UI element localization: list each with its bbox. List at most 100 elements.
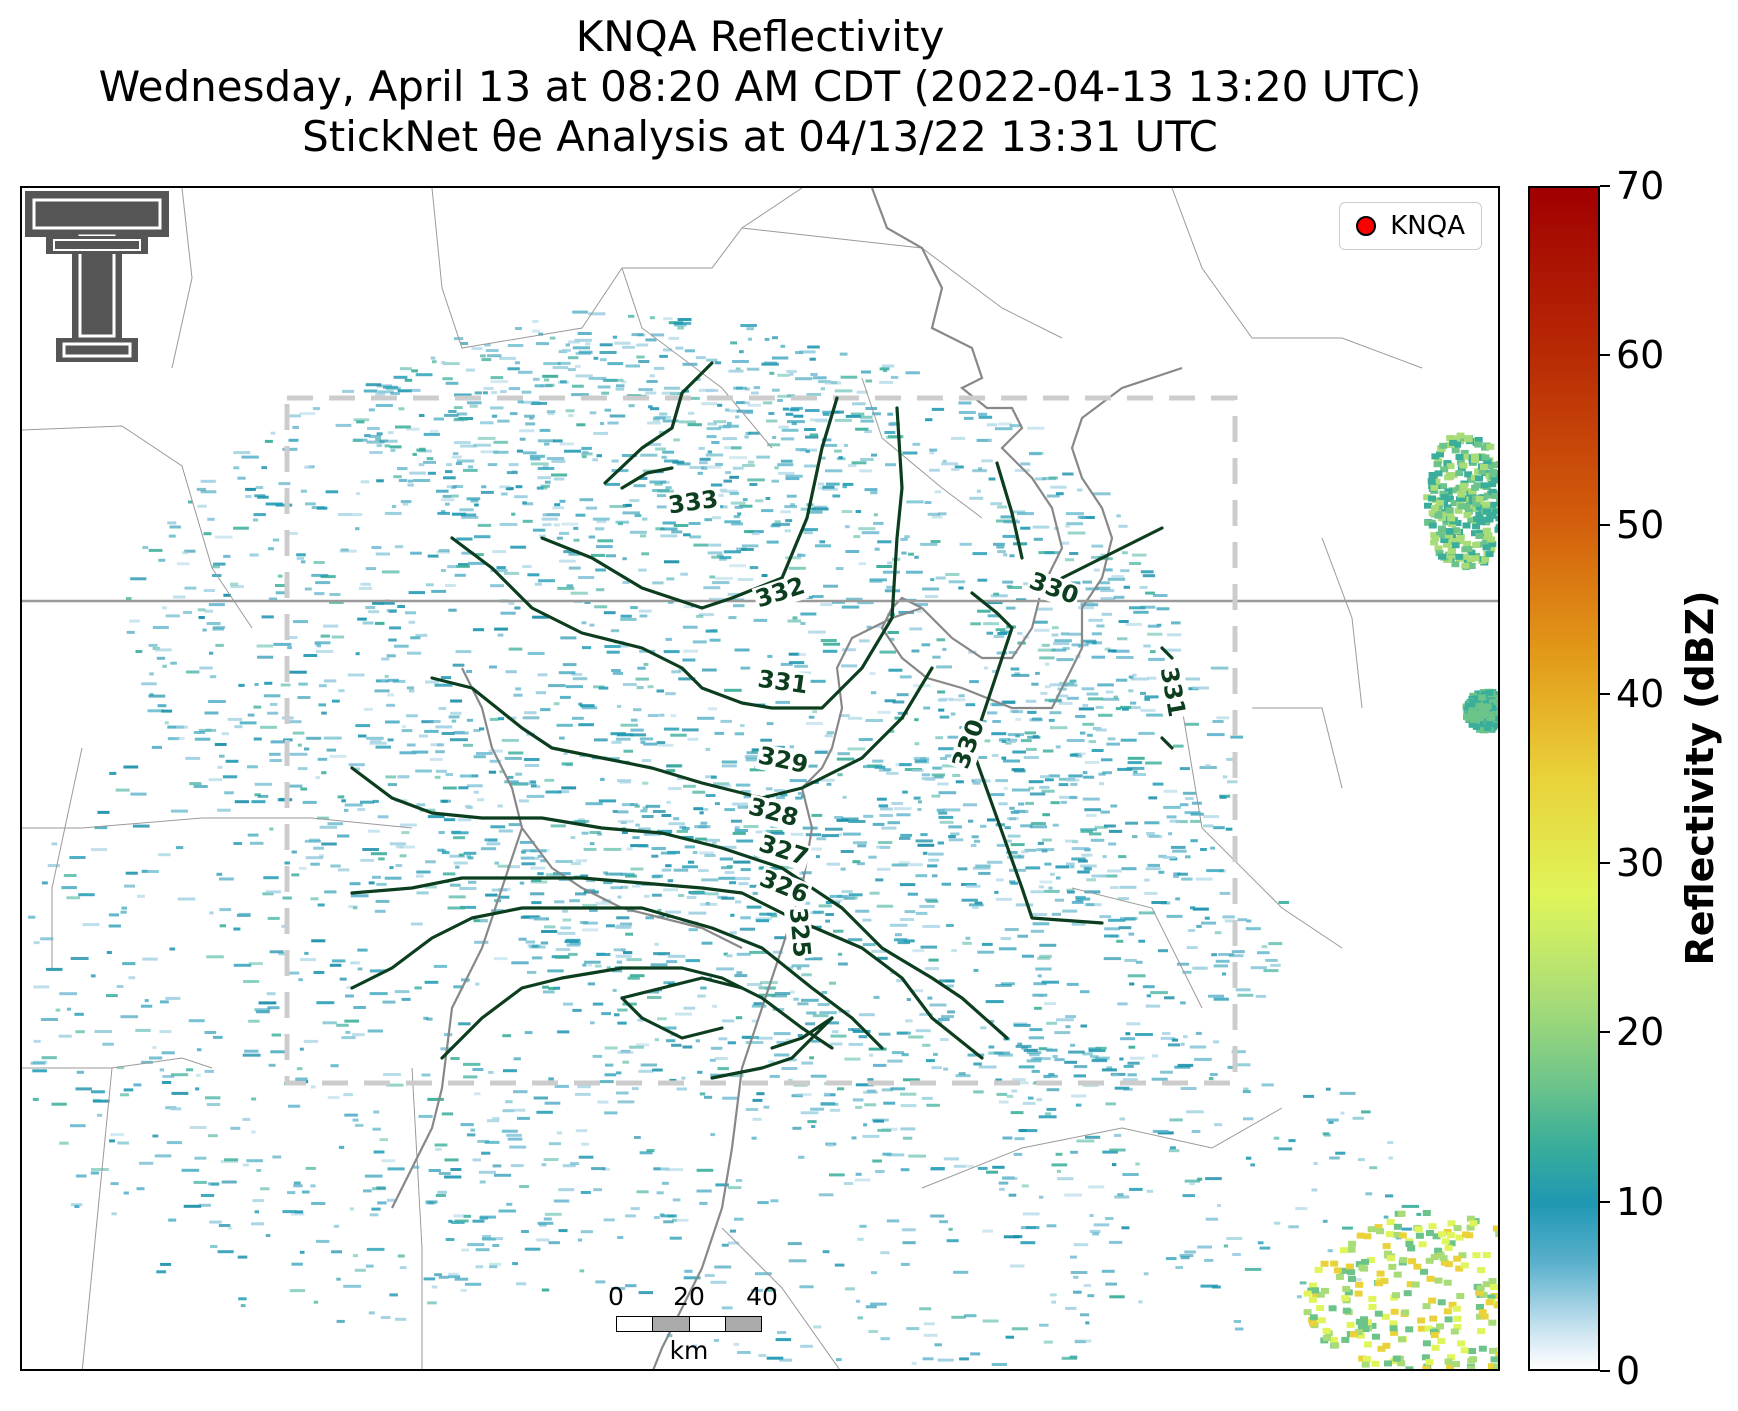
reflectivity-pixel [823, 584, 838, 588]
reflectivity-pixel [1065, 524, 1070, 528]
reflectivity-pixel [1002, 580, 1014, 584]
reflectivity-pixel [120, 910, 127, 914]
reflectivity-pixel [1035, 967, 1052, 971]
reflectivity-pixel [161, 1051, 175, 1055]
reflectivity-pixel [986, 631, 993, 635]
reflectivity-pixel [724, 688, 742, 692]
reflectivity-pixel [263, 876, 279, 880]
reflectivity-pixel [408, 620, 416, 624]
reflectivity-pixel [1108, 829, 1123, 833]
reflectivity-pixel [367, 427, 380, 430]
reflectivity-pixel [254, 1210, 259, 1214]
reflectivity-pixel [801, 871, 812, 875]
reflectivity-pixel [90, 848, 107, 852]
reflectivity-pixel [611, 969, 623, 973]
reflectivity-pixel [734, 505, 743, 509]
reflectivity-pixel [801, 973, 812, 977]
reflectivity-pixel [244, 1049, 259, 1053]
reflectivity-pixel [847, 464, 857, 468]
reflectivity-pixel [640, 534, 647, 538]
reflectivity-pixel [1070, 1271, 1088, 1274]
radar-map[interactable]: 333 332 331 330 330 331 329 328 327 326 325 KNQA 0… [20, 186, 1500, 1371]
reflectivity-pixel [204, 609, 213, 613]
reflectivity-pixel [710, 483, 723, 487]
reflectivity-pixel [544, 1101, 561, 1105]
reflectivity-pixel [509, 412, 518, 416]
county-line [51, 747, 83, 968]
reflectivity-pixel [767, 443, 781, 447]
reflectivity-pixel [847, 716, 863, 720]
reflectivity-pixel [423, 432, 440, 436]
reflectivity-pixel [1117, 1193, 1124, 1197]
reflectivity-pixel [734, 732, 745, 736]
reflectivity-pixel [1107, 649, 1117, 653]
reflectivity-pixel [1030, 890, 1044, 894]
reflectivity-pixel [980, 1026, 987, 1030]
reflectivity-pixel [383, 1073, 401, 1076]
reflectivity-pixel [1303, 1309, 1312, 1316]
reflectivity-pixel [318, 684, 327, 688]
reflectivity-pixel [254, 782, 273, 786]
reflectivity-pixel [996, 545, 1005, 549]
reflectivity-pixel [1034, 1006, 1042, 1010]
reflectivity-pixel [291, 873, 300, 877]
reflectivity-pixel [487, 463, 498, 467]
reflectivity-pixel [330, 864, 341, 868]
reflectivity-pixel [924, 501, 932, 504]
reflectivity-pixel [497, 633, 504, 637]
reflectivity-pixel [459, 905, 477, 909]
reflectivity-pixel [788, 1078, 793, 1082]
reflectivity-pixel [317, 816, 329, 820]
reflectivity-pixel [588, 312, 606, 316]
reflectivity-pixel [676, 462, 691, 466]
reflectivity-pixel [780, 793, 788, 797]
reflectivity-pixel [1051, 633, 1059, 637]
reflectivity-pixel [451, 719, 457, 723]
reflectivity-pixel [880, 807, 893, 811]
reflectivity-pixel [1011, 673, 1030, 677]
reflectivity-pixel [370, 739, 382, 743]
reflectivity-pixel [1453, 1255, 1462, 1262]
reflectivity-pixel [844, 896, 856, 900]
reflectivity-pixel [582, 646, 592, 650]
reflectivity-pixel [1445, 528, 1454, 535]
reflectivity-pixel [399, 823, 417, 827]
reflectivity-pixel [865, 379, 873, 383]
reflectivity-pixel [552, 366, 569, 370]
reflectivity-pixel [1080, 1313, 1090, 1317]
reflectivity-pixel [341, 799, 346, 803]
reflectivity-pixel [1392, 1292, 1400, 1299]
reflectivity-pixel [1347, 1246, 1356, 1253]
reflectivity-pixel [1492, 508, 1498, 515]
reflectivity-pixel [1184, 1250, 1196, 1254]
reflectivity-pixel [813, 505, 828, 509]
reflectivity-pixel [805, 449, 810, 453]
reflectivity-pixel [1039, 1323, 1049, 1327]
reflectivity-pixel [963, 416, 974, 420]
reflectivity-pixel [812, 376, 827, 380]
reflectivity-pixel [338, 513, 351, 516]
reflectivity-pixel [623, 749, 634, 753]
reflectivity-pixel [797, 653, 807, 656]
reflectivity-pixel [699, 1201, 708, 1205]
reflectivity-pixel [649, 316, 655, 320]
reflectivity-pixel [272, 1155, 282, 1159]
reflectivity-pixel [1053, 642, 1070, 646]
reflectivity-pixel [816, 778, 835, 782]
reflectivity-pixel [343, 1093, 353, 1097]
reflectivity-pixel [1452, 1305, 1461, 1312]
reflectivity-pixel [450, 738, 468, 742]
reflectivity-pixel [1145, 761, 1162, 765]
reflectivity-pixel [1176, 962, 1190, 966]
reflectivity-pixel [987, 818, 996, 822]
reflectivity-pixel [161, 709, 173, 713]
reflectivity-pixel [1361, 1326, 1370, 1333]
reflectivity-pixel [714, 802, 720, 806]
reflectivity-pixel [209, 651, 214, 655]
reflectivity-pixel [1055, 745, 1061, 749]
reflectivity-pixel [317, 757, 328, 761]
reflectivity-pixel [1376, 1270, 1385, 1277]
reflectivity-pixel [705, 838, 720, 842]
reflectivity-pixel [389, 1293, 398, 1297]
reflectivity-pixel [992, 1165, 1005, 1169]
